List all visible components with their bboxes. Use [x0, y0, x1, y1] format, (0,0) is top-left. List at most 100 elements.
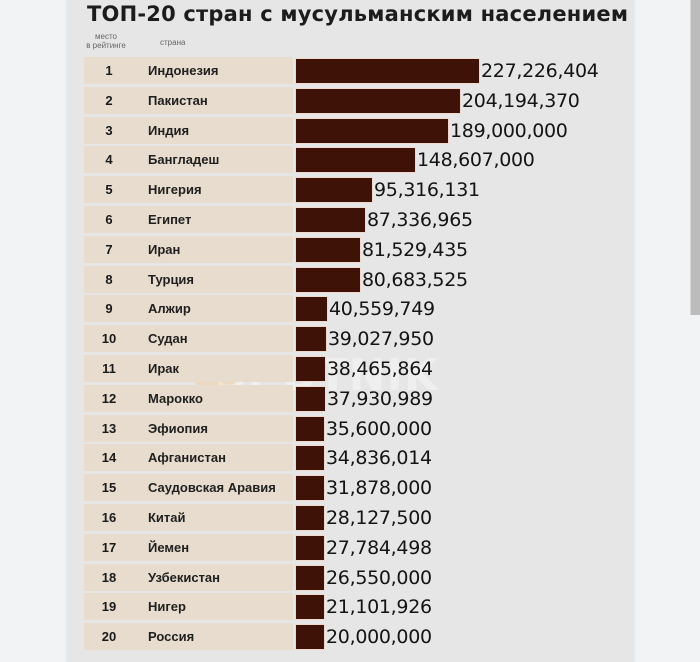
country-name: Нигер: [148, 599, 186, 615]
country-name: Судан: [148, 331, 188, 347]
country-name: Пакистан: [148, 92, 208, 108]
rank-number: 7: [105, 241, 113, 257]
population-bar: [295, 177, 373, 204]
country-name: Нигерия: [148, 182, 202, 198]
population-value: 26,550,000: [326, 566, 432, 589]
population-value: 34,836,014: [326, 447, 432, 470]
population-value: 28,127,500: [326, 506, 432, 529]
population-bar: [295, 415, 325, 442]
population-bar: [295, 534, 325, 561]
rank-number: 13: [101, 420, 117, 436]
population-value: 87,336,965: [367, 208, 473, 231]
row-band: [84, 444, 293, 472]
row-band: [84, 176, 293, 204]
row-band: [84, 384, 293, 412]
rank-number: 19: [101, 599, 117, 615]
population-value: 80,683,525: [362, 268, 468, 291]
population-value: 189,000,000: [450, 119, 568, 142]
rank-header-line2: в рейтинге: [86, 41, 126, 50]
rank-number: 5: [105, 182, 113, 198]
row-band: [84, 116, 293, 144]
rank-number: 14: [101, 450, 117, 466]
row-band: [84, 325, 293, 353]
rank-number: 12: [101, 390, 117, 406]
rank-number: 1: [105, 63, 113, 78]
rank-number: 3: [105, 122, 113, 138]
rank-number: 16: [101, 509, 117, 525]
rank-number: 4: [105, 152, 113, 168]
population-value: 40,559,749: [329, 298, 435, 321]
country-column-header: страна: [160, 38, 186, 47]
population-bar: [295, 564, 325, 591]
country-name: Египет: [148, 211, 192, 227]
population-bar: [295, 504, 325, 531]
rank-number: 20: [101, 629, 117, 645]
country-name: Россия: [148, 629, 195, 645]
population-bar: [295, 385, 326, 412]
row-band: [84, 563, 293, 591]
row-band: [84, 503, 293, 531]
population-bar: [295, 206, 366, 233]
rank-number: 8: [105, 271, 113, 287]
row-band: [84, 414, 293, 442]
population-bar: [295, 326, 327, 353]
rank-column-header: место в рейтинге: [84, 32, 128, 50]
rank-number: 15: [101, 480, 117, 496]
rank-header-line1: место: [95, 32, 117, 41]
population-value: 37,930,989: [327, 387, 433, 410]
rank-number: 11: [102, 360, 116, 376]
population-bar: [295, 266, 361, 293]
rank-number: 9: [105, 301, 113, 317]
population-bar: [295, 475, 325, 502]
rank-number: 10: [101, 331, 117, 347]
row-band: [84, 295, 293, 323]
country-name: Китай: [148, 509, 186, 525]
row-band: [84, 235, 293, 263]
row-band: [84, 265, 293, 293]
population-value: 39,027,950: [328, 328, 434, 351]
country-name: Афганистан: [148, 450, 226, 466]
row-band: [84, 57, 293, 84]
country-name: Индонезия: [148, 63, 219, 78]
country-name: Иран: [148, 241, 181, 257]
country-name: Узбекистан: [148, 569, 221, 585]
population-bar: [295, 147, 416, 174]
row-band: [84, 474, 293, 502]
country-name: Эфиопия: [148, 420, 208, 436]
population-value: 31,878,000: [326, 477, 432, 500]
rank-number: 2: [105, 92, 113, 108]
row-band: [84, 533, 293, 561]
population-bar: [295, 296, 328, 323]
population-value: 148,607,000: [417, 149, 535, 172]
scrollbar-thumb[interactable]: [690, 0, 700, 315]
country-name: Бангладеш: [148, 152, 220, 168]
country-name: Ирак: [148, 360, 180, 376]
page-left-margin: [0, 0, 67, 662]
population-bar: [295, 58, 480, 84]
row-band: [84, 354, 293, 382]
population-bar: [295, 355, 326, 382]
population-value: 38,465,864: [327, 357, 433, 380]
population-value: 204,194,370: [462, 89, 580, 112]
population-value: 21,101,926: [326, 596, 432, 619]
population-value: 20,000,000: [326, 626, 432, 649]
chart-title: ТОП-20 стран с мусульманским населением: [87, 2, 629, 26]
population-bar: [295, 594, 325, 621]
row-band: [84, 205, 293, 233]
rank-number: 18: [101, 569, 117, 585]
country-name: Йемен: [148, 539, 190, 555]
country-name: Турция: [148, 271, 195, 287]
population-bar: [295, 236, 361, 263]
population-value: 227,226,404: [481, 60, 599, 82]
population-value: 95,316,131: [374, 179, 480, 202]
row-band: [84, 593, 293, 621]
population-value: 35,600,000: [326, 417, 432, 440]
population-bar: [295, 445, 325, 472]
row-band: [84, 86, 293, 114]
rank-number: 6: [105, 211, 113, 227]
population-bar: [295, 624, 325, 651]
population-bar: [295, 117, 449, 144]
row-band: [84, 146, 293, 174]
country-name: Индия: [148, 122, 190, 138]
row-band: [84, 623, 293, 651]
